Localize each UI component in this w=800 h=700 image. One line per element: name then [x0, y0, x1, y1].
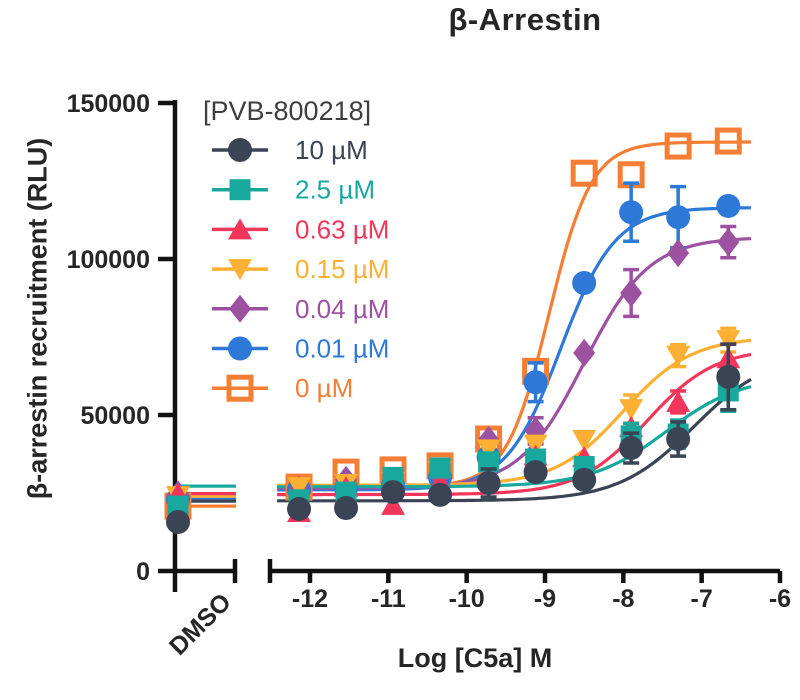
data-marker	[228, 259, 252, 281]
x-axis-label: Log [C5a] M	[397, 643, 553, 673]
legend-item-2.5µM	[212, 179, 268, 201]
x-tick-label--9: -9	[534, 585, 556, 613]
data-marker	[523, 460, 548, 485]
data-marker	[619, 436, 644, 461]
data-marker	[570, 159, 598, 187]
x-tick-label--6: -6	[769, 585, 791, 613]
x-tick-label--10: -10	[449, 585, 485, 613]
data-marker	[619, 399, 644, 421]
dmso-tick-label: DMSO	[164, 588, 237, 661]
data-marker	[476, 471, 501, 496]
y-tick-label-150000: 150000	[67, 90, 150, 118]
legend-item-0.04µM	[212, 294, 268, 323]
data-marker	[478, 451, 500, 473]
data-marker	[229, 179, 251, 201]
data-marker	[381, 493, 406, 515]
data-marker	[716, 330, 741, 352]
legend-label-2.5µM: 2.5 µM	[295, 175, 375, 205]
x-tick-label--8: -8	[612, 585, 634, 613]
x-tick-label--11: -11	[371, 585, 406, 613]
legend-label-0µM: 0 µM	[295, 373, 353, 403]
legend-item-0.63µM	[212, 218, 268, 240]
data-marker	[476, 439, 501, 461]
data-marker	[572, 467, 597, 492]
data-marker	[334, 495, 359, 520]
data-marker	[717, 228, 740, 257]
data-marker	[429, 457, 451, 479]
legend-label-0.63µM: 0.63 µM	[295, 214, 389, 244]
data-marker	[664, 132, 692, 160]
series-curve-0.15µM	[176, 338, 752, 498]
legend-label-10µM: 10 µM	[295, 135, 368, 165]
data-marker	[666, 427, 691, 452]
data-marker	[428, 482, 453, 507]
data-marker	[716, 364, 741, 389]
data-marker	[619, 200, 644, 225]
legend-item-10µM	[212, 138, 268, 162]
data-marker	[572, 429, 597, 451]
legend-label-0.04µM: 0.04 µM	[295, 294, 389, 324]
data-marker	[166, 510, 190, 535]
legend-item-0µM	[212, 374, 268, 402]
y-axis-label: β-arrestin recruitment (RLU)	[22, 137, 53, 500]
data-marker	[523, 370, 548, 395]
data-marker	[381, 480, 406, 505]
data-marker	[572, 271, 597, 296]
series-curve-0µM	[176, 140, 751, 508]
data-marker	[287, 496, 312, 521]
y-tick-label-0: 0	[136, 558, 150, 586]
data-marker	[620, 279, 643, 308]
data-marker	[287, 477, 312, 499]
legend-label-0.15µM: 0.15 µM	[295, 254, 389, 284]
x-tick-label--7: -7	[691, 585, 713, 613]
chart-title: β-Arrestin	[448, 2, 602, 37]
series-points-0.15µM	[166, 326, 741, 508]
data-marker	[228, 138, 252, 162]
y-tick-label-100000: 100000	[67, 246, 150, 274]
data-marker	[228, 218, 252, 240]
series-points-10µM	[166, 342, 741, 535]
series-curve-0.04µM	[176, 237, 752, 497]
data-marker	[226, 374, 254, 402]
data-marker	[716, 193, 741, 218]
data-marker	[714, 127, 742, 155]
legend-label-0.01µM: 0.01 µM	[295, 334, 389, 364]
data-marker	[666, 345, 691, 367]
legend-title: [PVB-800218]	[203, 96, 371, 126]
data-marker	[666, 390, 691, 412]
data-marker	[573, 338, 596, 367]
data-marker	[228, 336, 252, 361]
data-marker	[667, 239, 690, 268]
y-tick-label-50000: 50000	[80, 402, 150, 430]
legend-item-0.15µM	[212, 259, 268, 281]
series-curve-0.63µM	[176, 352, 752, 497]
x-tick-label--12: -12	[292, 585, 328, 613]
data-marker	[666, 205, 691, 230]
data-marker	[229, 294, 251, 323]
legend-item-0.01µM	[212, 336, 268, 361]
